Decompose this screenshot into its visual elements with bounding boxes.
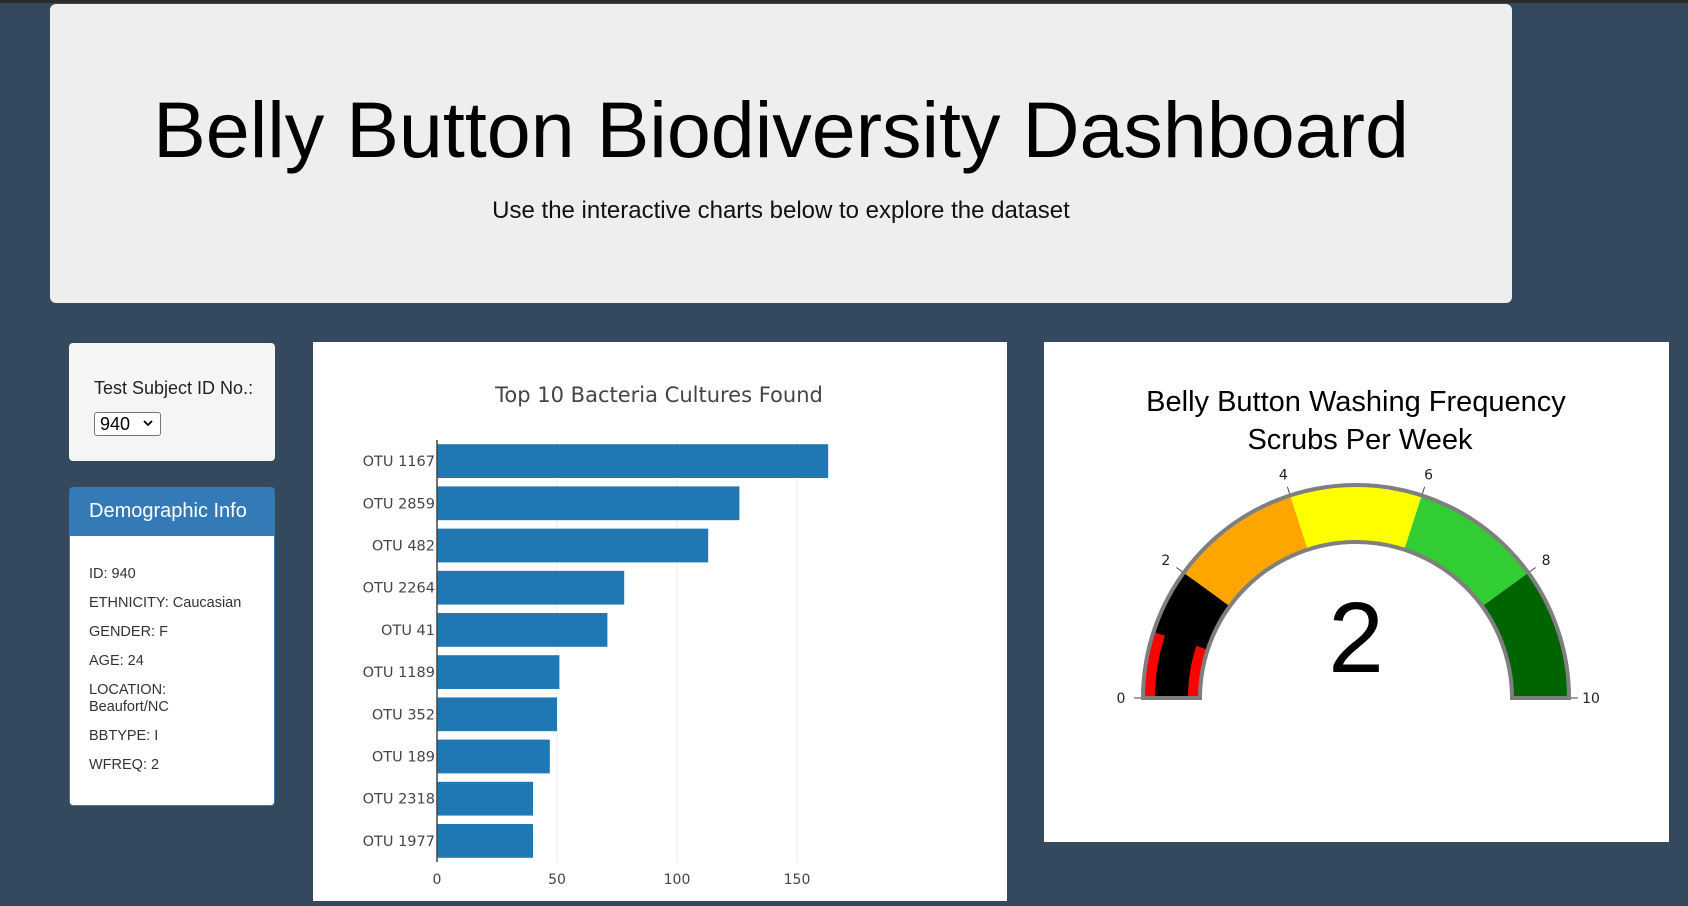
gauge-chart-container: Belly Button Washing Frequency Scrubs Pe… [1044, 342, 1669, 842]
demo-wfreq: WFREQ: 2 [89, 757, 160, 773]
bar [437, 528, 709, 563]
bar-category-label: OTU 482 [372, 539, 435, 555]
gauge-tick [1529, 567, 1536, 573]
subject-id-dropdown[interactable]: 940 [94, 412, 161, 436]
header-banner: Belly Button Biodiversity Dashboard Use … [50, 4, 1512, 303]
bar-chart-container: Top 10 Bacteria Cultures Found 0 50 100 150… [313, 342, 1007, 901]
gauge-tick-label: 6 [1424, 468, 1433, 484]
bar [437, 697, 557, 732]
demo-id: ID: 940 [89, 566, 136, 582]
bar-category-label: OTU 2859 [363, 496, 435, 512]
chevron-down-icon [143, 420, 153, 427]
gauge-chart: Belly Button Washing Frequency Scrubs Pe… [1117, 386, 1600, 707]
gauge-tick-label: 2 [1161, 553, 1170, 569]
demo-gender: GENDER: F [89, 624, 168, 640]
bar-chart-title: Top 10 Bacteria Cultures Found [494, 383, 823, 407]
bar-category-label: OTU 1977 [363, 834, 435, 850]
bar [437, 444, 829, 478]
gauge-tick-label: 10 [1582, 691, 1600, 707]
bar-chart: Top 10 Bacteria Cultures Found 0 50 100 150… [363, 383, 829, 888]
bar-category-label: OTU 1189 [363, 665, 435, 681]
gauge-tick [1176, 567, 1183, 573]
bar-x-tick-label: 50 [548, 872, 566, 888]
demo-ethnicity: ETHNICITY: Caucasian [89, 595, 242, 611]
gauge-step [1404, 495, 1529, 607]
gauge-value-bar [1155, 579, 1221, 698]
bar [437, 824, 533, 858]
bar [437, 655, 560, 689]
subject-selector-label: Test Subject ID No.: [94, 378, 254, 398]
demo-bbtype: BBTYPE: I [89, 728, 159, 744]
gauge-subtitle: Scrubs Per Week [1247, 424, 1473, 456]
gauge-border [1140, 483, 1572, 700]
bar [437, 739, 550, 774]
demo-age: AGE: 24 [89, 653, 144, 669]
bar-category-label: OTU 1167 [363, 454, 435, 470]
bar [437, 781, 533, 816]
bar-category-label: OTU 41 [381, 623, 435, 639]
gauge-step [1183, 495, 1308, 607]
gauge-tick-label: 8 [1542, 553, 1551, 569]
demographic-info-body: ID: 940 ETHNICITY: Caucasian GENDER: F A… [70, 536, 274, 774]
subject-selector-panel: Test Subject ID No.: 940 [69, 343, 275, 461]
browser-top-edge [0, 0, 1688, 3]
bar [437, 613, 608, 647]
bar-category-label: OTU 2318 [363, 792, 435, 808]
gauge-tick-label: 4 [1279, 468, 1288, 484]
bar-category-label: OTU 2264 [363, 581, 435, 597]
gauge-step [1482, 572, 1569, 698]
subject-id-value: 940 [100, 414, 131, 434]
bar-category-label: OTU 352 [372, 707, 435, 723]
bar-x-tick-label: 100 [664, 872, 691, 888]
gauge-step [1290, 485, 1422, 550]
page-title: Belly Button Biodiversity Dashboard [153, 85, 1409, 174]
gauge-tick-label: 0 [1117, 691, 1126, 707]
bar-category-label: OTU 189 [372, 750, 435, 766]
gauge-title: Belly Button Washing Frequency [1146, 386, 1566, 418]
bar-x-tick-label: 150 [784, 872, 811, 888]
demo-location: LOCATION: Beaufort/NC [89, 682, 169, 715]
demographic-info-panel: Demographic Info ID: 940 ETHNICITY: Cauc… [69, 487, 275, 806]
demographic-info-heading: Demographic Info [70, 488, 274, 536]
gauge-value: 2 [1328, 582, 1384, 694]
bar [437, 570, 625, 605]
bar-x-tick-label: 0 [433, 872, 442, 888]
page-subtitle: Use the interactive charts below to expl… [492, 197, 1070, 224]
bar [437, 486, 740, 521]
gauge-tick [1421, 486, 1426, 494]
gauge-tick [1286, 486, 1291, 494]
